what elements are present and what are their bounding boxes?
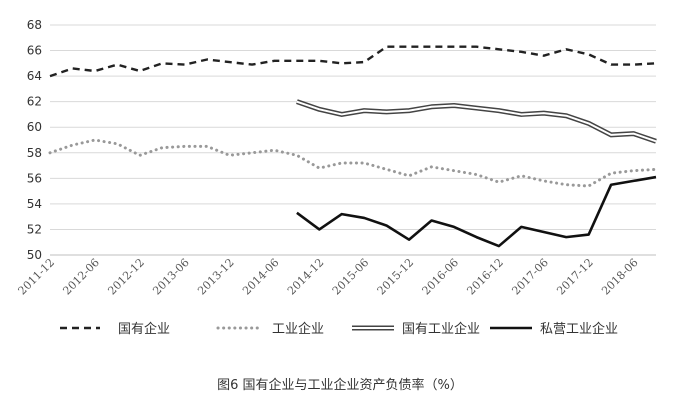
y-tick-label: 54 xyxy=(27,197,42,211)
y-tick-label: 56 xyxy=(27,171,42,185)
legend-item-1: 工业企业 xyxy=(216,321,324,337)
series-3 xyxy=(296,175,657,248)
x-tick-label: 2018-06 xyxy=(599,256,641,298)
x-tick-label: 2012-12 xyxy=(105,256,147,298)
y-tick-label: 64 xyxy=(27,69,42,83)
x-tick-label: 2016-06 xyxy=(420,256,462,298)
series-0 xyxy=(49,45,657,78)
x-tick-label: 2012-06 xyxy=(60,256,102,298)
legend-label: 工业企业 xyxy=(272,321,324,337)
series-line-1 xyxy=(48,138,658,188)
y-tick-label: 50 xyxy=(27,248,42,262)
y-axis: 50 52 54 56 58 60 62 64 66 68 xyxy=(27,18,42,262)
y-tick-label: 66 xyxy=(27,44,42,58)
x-tick-label: 2015-12 xyxy=(375,256,417,298)
legend-item-2: 国有工业企业 xyxy=(352,321,480,337)
legend-item-3: 私营工业企业 xyxy=(490,321,618,337)
x-tick-label: 2013-06 xyxy=(150,256,192,298)
x-tick-label: 2017-06 xyxy=(509,256,551,298)
series-line-0 xyxy=(49,45,657,78)
y-tick-label: 60 xyxy=(27,120,42,134)
series-lines xyxy=(48,45,658,248)
x-tick-label: 2013-12 xyxy=(195,256,237,298)
x-tick-label: 2017-12 xyxy=(554,256,596,298)
y-tick-label: 52 xyxy=(27,222,42,236)
legend: 国有企业 工业企业 国有工业企业 私营工业企业 xyxy=(60,321,618,337)
legend-label: 国有工业企业 xyxy=(402,321,480,337)
series-line-2-inner xyxy=(296,100,657,143)
legend-item-0: 国有企业 xyxy=(60,321,170,337)
y-tick-label: 68 xyxy=(27,18,42,32)
x-tick-label: 2015-06 xyxy=(330,256,372,298)
x-axis: 2011-12 2012-06 2012-12 2013-06 2013-12 2014-… xyxy=(16,254,656,298)
grid-lines xyxy=(50,24,656,256)
x-tick-label: 2016-12 xyxy=(464,256,506,298)
figure-caption: 图6 国有企业与工业企业资产负债率（%） xyxy=(217,377,463,393)
y-tick-label: 58 xyxy=(27,146,42,160)
series-2 xyxy=(296,99,657,144)
legend-label: 私营工业企业 xyxy=(540,321,618,337)
x-tick-label: 2011-12 xyxy=(16,256,58,298)
x-tick-label: 2014-06 xyxy=(240,256,282,298)
y-tick-label: 62 xyxy=(27,95,42,109)
series-1 xyxy=(48,138,658,188)
series-line-3 xyxy=(296,175,657,248)
x-tick-label: 2014-12 xyxy=(285,256,327,298)
legend-label: 国有企业 xyxy=(118,321,170,337)
